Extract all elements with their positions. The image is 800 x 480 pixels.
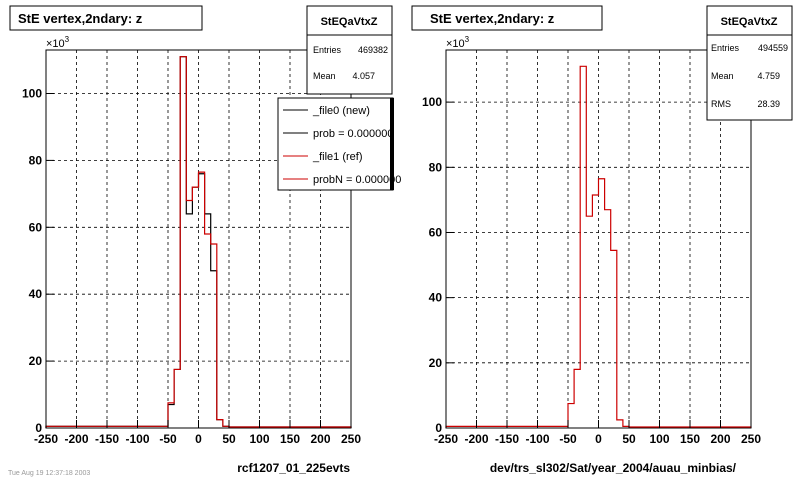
- right-x-tick-label: 250: [741, 432, 761, 446]
- right-stats-rms-value: 28.39: [757, 99, 780, 109]
- right-axis-ticks: -250 -200 -150 -100 -50 0 50 100 150 200 250 0 20 40 6…: [422, 95, 761, 446]
- left-stats-entries-label: Entries: [313, 45, 342, 55]
- right-stats-box: StEQaVtxZ Entries 494559 Mean 4.759 RMS …: [706, 5, 793, 121]
- right-x-tick-label: 150: [680, 432, 700, 446]
- left-x-axis-label: rcf1207_01_225evts: [237, 461, 350, 475]
- right-x-tick-label: -100: [525, 432, 549, 446]
- right-x-axis-label: dev/trs_sl302/Sat/year_2004/auau_minbias…: [490, 461, 737, 475]
- right-y-tick-label: 0: [435, 421, 442, 435]
- left-axis-ticks: -250 -200 -150 -100 -50 0 50 100 150 200 250 0 20 40 6…: [22, 86, 361, 446]
- right-x-tick-label: 100: [649, 432, 669, 446]
- right-x-tick-label: 200: [710, 432, 730, 446]
- legend-label-file0: _file0 (new): [312, 105, 370, 117]
- right-y-tick-label: 80: [429, 160, 443, 174]
- left-x-tick-label: 250: [341, 432, 361, 446]
- right-y-tick-label: 100: [422, 95, 442, 109]
- right-x-tick-label: -150: [495, 432, 519, 446]
- left-x-tick-label: 50: [222, 432, 236, 446]
- left-x-tick-label: -50: [159, 432, 177, 446]
- right-stats-frame: [706, 5, 793, 121]
- legend-label-prob: prob = 0.000000: [313, 128, 393, 140]
- right-histograms: [445, 65, 752, 428]
- footer-date: Tue Aug 19 12:37:18 2003: [8, 470, 90, 477]
- left-stats-mean-label: Mean: [313, 71, 336, 81]
- left-y-tick-label: 20: [29, 354, 43, 368]
- left-title: StE vertex,2ndary: z: [18, 11, 143, 26]
- left-histograms: [45, 56, 352, 428]
- right-stats-rms-label: RMS: [711, 99, 731, 109]
- left-x-tick-label: 0: [195, 432, 202, 446]
- left-stats-entries-value: 469382: [358, 45, 388, 55]
- right-y-tick-label: 40: [429, 291, 443, 305]
- left-x-tick-label: -200: [64, 432, 88, 446]
- left-y-tick-label: 60: [29, 220, 43, 234]
- right-stats-name: StEQaVtxZ: [721, 16, 778, 28]
- left-x-tick-label: -100: [125, 432, 149, 446]
- right-x-tick-label: -50: [559, 432, 577, 446]
- right-stats-entries-value: 494559: [758, 43, 788, 53]
- right-stats-entries-label: Entries: [711, 43, 740, 53]
- right-y-tick-label: 60: [429, 225, 443, 239]
- legend-label-probn: probN = 0.000000: [313, 174, 401, 186]
- left-y-multiplier: ×103: [46, 35, 70, 50]
- right-histogram-series-0: [445, 65, 752, 428]
- left-x-tick-label: 150: [280, 432, 300, 446]
- right-panel: StE vertex,2ndary: z -250 -200 -150 -100 -50…: [411, 5, 793, 475]
- right-x-tick-label: -200: [464, 432, 488, 446]
- right-y-tick-label: 20: [429, 356, 443, 370]
- left-histogram-series-1: [45, 56, 352, 428]
- right-title: StE vertex,2ndary: z: [430, 11, 555, 26]
- left-x-tick-label: -150: [95, 432, 119, 446]
- legend-label-file1: _file1 (ref): [312, 151, 363, 163]
- left-x-tick-label: 100: [249, 432, 269, 446]
- right-stats-mean-label: Mean: [711, 71, 734, 81]
- right-stats-mean-value: 4.759: [757, 71, 780, 81]
- left-y-tick-label: 100: [22, 86, 42, 100]
- left-stats-name: StEQaVtxZ: [321, 16, 378, 28]
- left-x-tick-label: -250: [34, 432, 58, 446]
- left-stats-frame: [306, 5, 393, 95]
- left-y-tick-label: 0: [35, 421, 42, 435]
- left-y-tick-label: 80: [29, 153, 43, 167]
- left-x-tick-label: 200: [310, 432, 330, 446]
- legend-shadow: [390, 98, 394, 190]
- left-y-tick-label: 40: [29, 287, 43, 301]
- right-x-tick-label: -250: [434, 432, 458, 446]
- left-title-box: [9, 5, 203, 31]
- right-y-multiplier: ×103: [446, 35, 470, 50]
- left-panel: StE vertex,2ndary: z -250 -200 -150 -100 -50…: [8, 5, 401, 477]
- right-x-tick-label: 0: [595, 432, 602, 446]
- left-stats-box: StEQaVtxZ Entries 469382 Mean 4.057: [306, 5, 393, 95]
- right-title-box: [411, 5, 603, 31]
- left-stats-mean-value: 4.057: [352, 71, 375, 81]
- legend: _file0 (new) prob = 0.000000 _file1 (ref…: [277, 97, 401, 191]
- right-x-tick-label: 50: [622, 432, 636, 446]
